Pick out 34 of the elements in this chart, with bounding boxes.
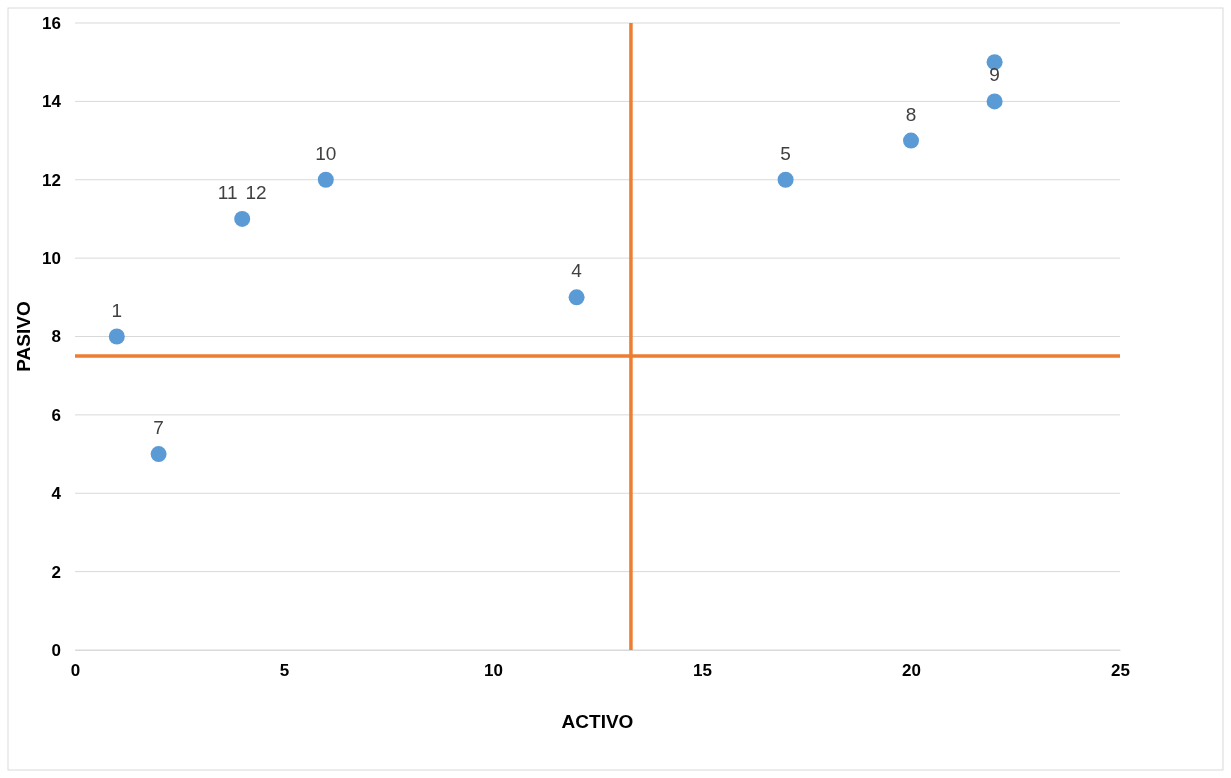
annotation: 9 [989, 64, 1000, 86]
annotation: 7 [153, 417, 164, 439]
annotation: 11 [217, 181, 238, 203]
x-axis-title: ACTIVO [561, 711, 634, 732]
point [150, 446, 167, 463]
annotation: 12 [245, 181, 267, 203]
x-tick-label: 0 [70, 661, 81, 681]
y-axis-title: PASIVO [13, 301, 34, 372]
y-tick-label: 4 [51, 484, 62, 504]
x-tick-label: 20 [902, 661, 921, 681]
annotation: 8 [905, 103, 917, 125]
y-tick-label: 0 [51, 640, 61, 660]
x-tick-label: 5 [279, 661, 290, 681]
y-tick-label: 10 [42, 249, 61, 269]
point [234, 210, 251, 227]
x-tick-label: 10 [484, 661, 503, 681]
annotation: 4 [571, 260, 583, 282]
point [568, 289, 585, 306]
y-tick-label: 14 [42, 92, 62, 112]
y-tick-label: 12 [42, 170, 61, 190]
annotation: 5 [780, 142, 791, 164]
point [903, 132, 919, 149]
annotation: 1 [111, 299, 123, 321]
y-tick-label: 8 [51, 327, 61, 347]
y-tick-label: 16 [42, 13, 61, 33]
point [986, 93, 1003, 110]
x-tick-label: 15 [693, 661, 712, 681]
point [108, 328, 125, 345]
y-tick-label: 2 [51, 562, 61, 582]
annotation: 10 [315, 142, 337, 164]
point [317, 171, 334, 188]
y-tick-label: 6 [51, 405, 61, 425]
point [777, 171, 794, 188]
x-tick-label: 25 [1111, 661, 1130, 681]
